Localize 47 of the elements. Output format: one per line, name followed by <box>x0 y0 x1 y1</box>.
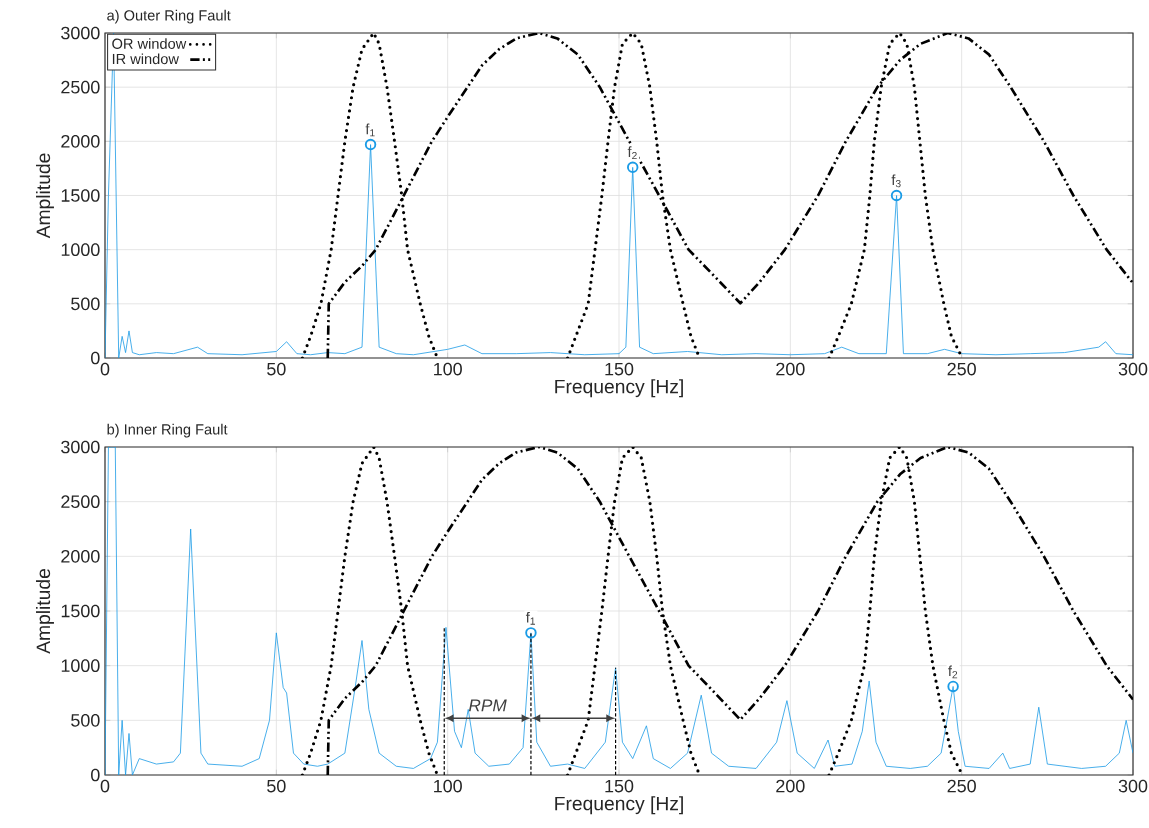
x-tick-label: 0 <box>100 779 110 793</box>
y-tick-label: 1500 <box>61 189 100 202</box>
legend-label: IR window <box>112 53 179 65</box>
x-tick-label: 100 <box>434 779 462 793</box>
y-tick-label: 3000 <box>61 26 100 40</box>
y-tick-label: 2500 <box>61 80 100 94</box>
x-tick-label: 300 <box>1118 779 1148 793</box>
x-tick-label: 200 <box>776 779 805 793</box>
point <box>627 161 639 174</box>
y-tick-label: 1500 <box>61 604 100 618</box>
x-tick-label: 150 <box>605 779 634 793</box>
y-tick-label: 2500 <box>61 495 100 508</box>
chart-title: a) Outer Ring Fault <box>107 9 231 24</box>
x-tick-label: 0 <box>100 362 110 376</box>
y-tick-label: 0 <box>91 351 100 365</box>
annotation: f$_{1}$ <box>365 123 375 137</box>
x-tick-label: 100 <box>434 362 462 376</box>
line-series <box>105 32 1134 358</box>
x-axis-title: Frequency [Hz] <box>555 796 683 815</box>
y-tick-label: 2000 <box>61 134 100 148</box>
chart-title: b) Inner Ring Fault <box>107 423 228 438</box>
point <box>890 189 903 202</box>
annotation: f$_{3}$ <box>891 174 901 188</box>
line-series <box>105 446 1134 775</box>
x-axis-title: Frequency [Hz] <box>555 379 683 398</box>
y-tick-label: 500 <box>71 297 100 311</box>
x-tick-label: 250 <box>947 779 976 793</box>
y-tick-label: 500 <box>71 713 100 727</box>
x-tick-label: 300 <box>1118 362 1148 376</box>
y-axis-title: Amplitude <box>35 153 54 239</box>
y-tick-label: 1000 <box>61 659 100 673</box>
y-axis-title: Amplitude <box>35 569 54 654</box>
y-tick-label: 2000 <box>61 549 100 563</box>
x-tick-label: 200 <box>776 362 805 376</box>
annotation: RPM <box>468 699 507 712</box>
y-tick-label: 1000 <box>61 243 100 256</box>
x-tick-label: 250 <box>947 362 976 376</box>
y-tick-label: 0 <box>91 768 100 782</box>
x-tick-label: 150 <box>605 362 634 376</box>
point <box>364 138 377 151</box>
legend-label: OR window <box>112 38 187 49</box>
annotation: f$_{2}$ <box>627 146 637 160</box>
annotation: f$_{1}$ <box>525 611 535 625</box>
x-tick-label: 50 <box>267 779 286 793</box>
x-tick-label: 50 <box>267 362 286 376</box>
annotation: f$_{2}$ <box>948 665 958 679</box>
y-tick-label: 3000 <box>61 440 100 454</box>
